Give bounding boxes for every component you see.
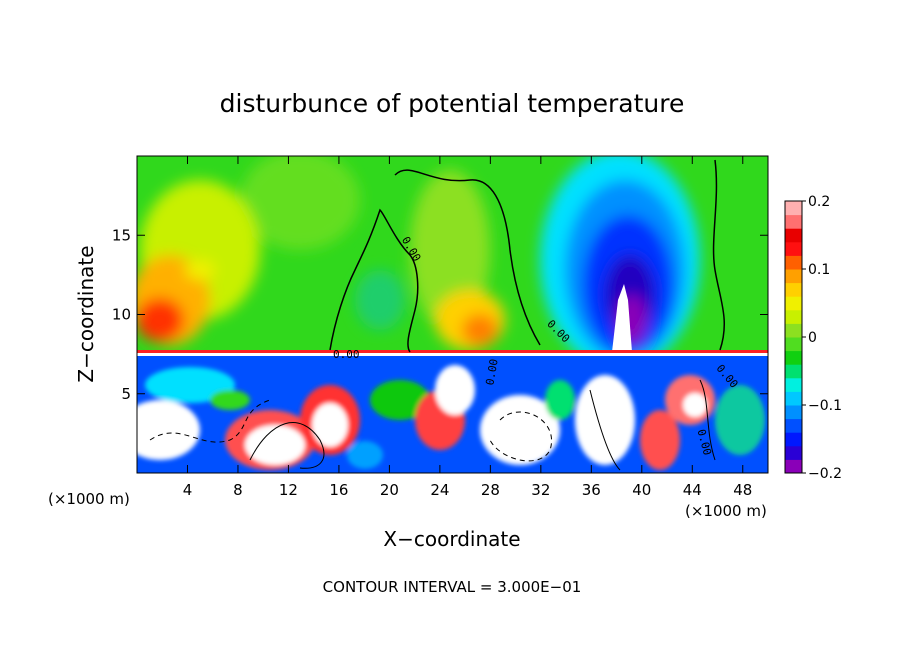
colorbar-tick-label: 0 bbox=[808, 330, 817, 346]
colorbar-swatch bbox=[785, 364, 802, 379]
x-tick-label: 4 bbox=[183, 481, 193, 499]
colorbar: 0.2 0.1 0 −0.1 −0.2 bbox=[784, 194, 842, 482]
x-tick-label: 32 bbox=[531, 481, 550, 499]
colorbar-swatch bbox=[785, 214, 802, 229]
x-tick-label: 12 bbox=[279, 481, 298, 499]
colorbar-swatch bbox=[785, 405, 802, 420]
y-axis-title: Z−coordinate bbox=[74, 245, 98, 382]
zero-contour-center bbox=[394, 169, 541, 346]
chart-title: disturbunce of potential temperature bbox=[220, 89, 685, 118]
zero-contour-left bbox=[329, 208, 419, 353]
colorbar-swatch bbox=[785, 228, 802, 243]
colorbar-swatch bbox=[785, 337, 802, 352]
dashed-contour-lower-2 bbox=[489, 411, 553, 462]
colorbar-tick-label: −0.1 bbox=[808, 398, 842, 414]
solid-contour-lower-1 bbox=[249, 422, 325, 469]
x-unit-right: (×1000 m) bbox=[685, 502, 767, 520]
x-tick-label: 16 bbox=[329, 481, 348, 499]
colorbar-swatch bbox=[785, 269, 802, 284]
y-axis: 5 10 15 bbox=[112, 226, 768, 403]
colorbar-swatch bbox=[785, 296, 802, 311]
colorbar-swatch bbox=[785, 391, 802, 406]
x-axis-title: X−coordinate bbox=[383, 527, 520, 551]
x-tick-label: 20 bbox=[380, 481, 399, 499]
colorbar-swatch bbox=[785, 323, 802, 338]
colorbar-swatch bbox=[785, 418, 802, 433]
x-tick-label: 48 bbox=[733, 481, 752, 499]
y-tick-label: 5 bbox=[121, 385, 131, 403]
zero-contour-right bbox=[712, 159, 726, 351]
colorbar-swatch bbox=[785, 282, 802, 297]
colorbar-swatch bbox=[785, 309, 802, 324]
solid-contour-lower-2 bbox=[589, 389, 621, 471]
x-tick-label: 40 bbox=[632, 481, 651, 499]
dashed-contour-lower-1 bbox=[149, 399, 271, 443]
contour-label-3: 0.00 bbox=[333, 348, 360, 361]
colorbar-swatch bbox=[785, 432, 802, 447]
y-tick-label: 10 bbox=[112, 306, 131, 324]
colorbar-tick-label: 0.1 bbox=[808, 262, 830, 278]
colorbar-swatch bbox=[785, 445, 802, 460]
contour-lines bbox=[149, 159, 726, 471]
x-tick-label: 28 bbox=[481, 481, 500, 499]
contour-label-4: 0.00 bbox=[483, 358, 500, 386]
colorbar-tick-label: 0.2 bbox=[808, 194, 830, 210]
x-tick-label: 36 bbox=[582, 481, 601, 499]
y-tick-label: 15 bbox=[112, 226, 131, 244]
colorbar-swatch bbox=[785, 459, 802, 474]
x-tick-label: 8 bbox=[233, 481, 243, 499]
solid-contour-lower-3 bbox=[699, 379, 716, 461]
x-tick-label: 44 bbox=[683, 481, 702, 499]
x-tick-label: 24 bbox=[430, 481, 449, 499]
contour-interval-note: CONTOUR INTERVAL = 3.000E−01 bbox=[323, 578, 582, 596]
colorbar-swatch bbox=[785, 350, 802, 365]
plot-area bbox=[137, 156, 768, 473]
colorbar-swatch bbox=[785, 241, 802, 256]
colorbar-swatch bbox=[785, 255, 802, 270]
colorbar-swatch bbox=[785, 201, 802, 216]
x-axis: 4 8 12 16 20 24 28 32 36 40 44 48 bbox=[183, 156, 752, 499]
colorbar-swatch bbox=[785, 377, 802, 392]
colorbar-tick-label: −0.2 bbox=[808, 466, 842, 482]
x-unit-left: (×1000 m) bbox=[48, 490, 130, 508]
